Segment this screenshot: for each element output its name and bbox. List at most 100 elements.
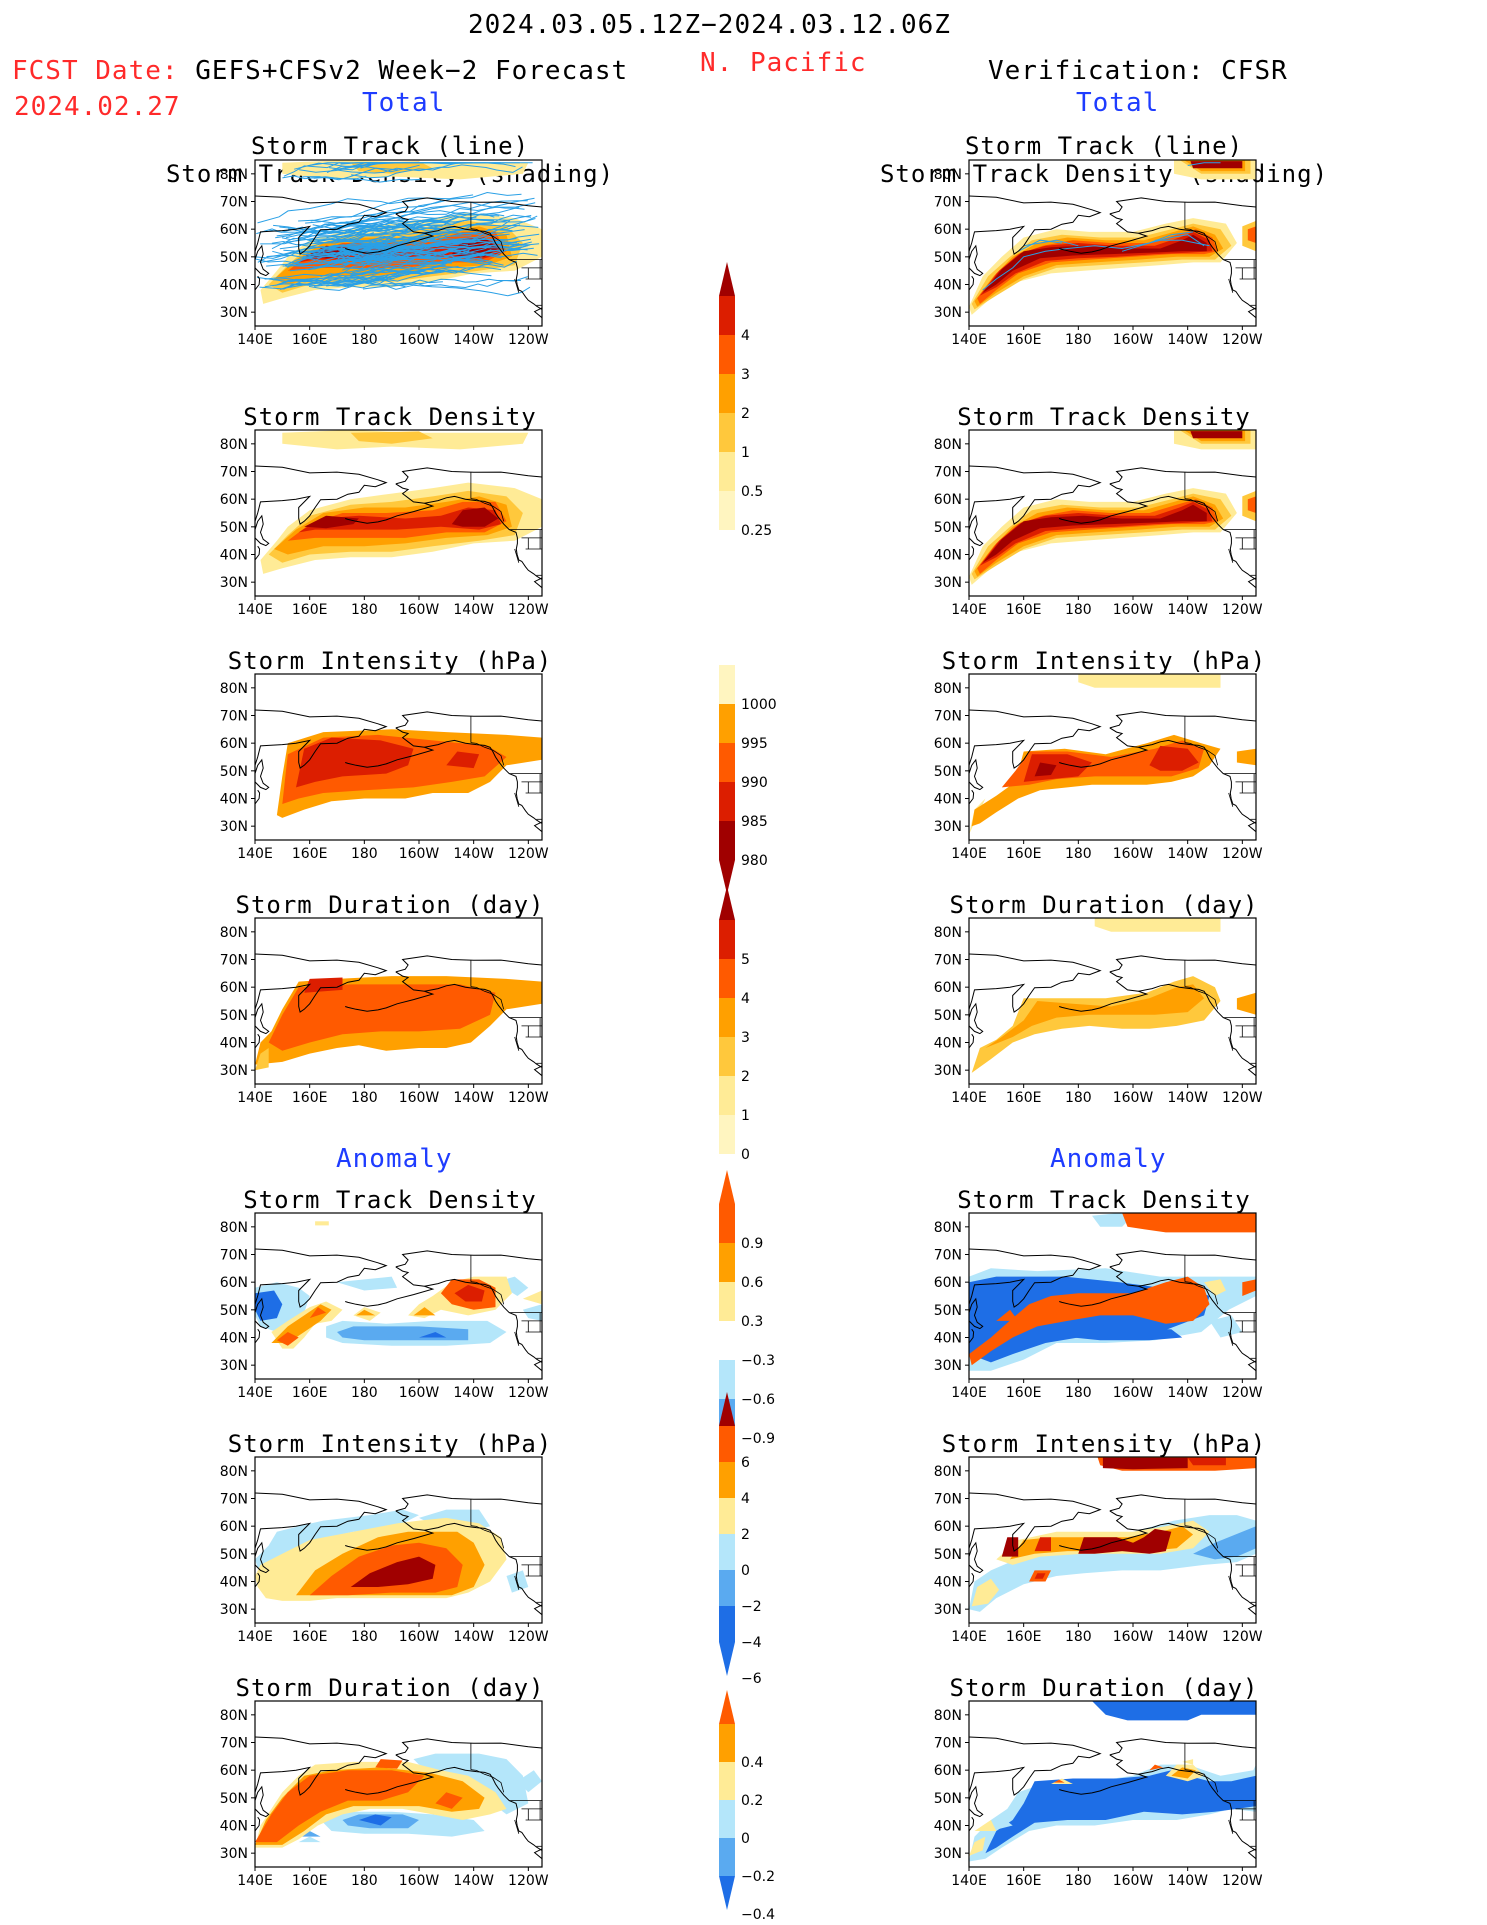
y-tick-label: 30N bbox=[934, 575, 962, 591]
border-line bbox=[470, 1769, 505, 1793]
coastline bbox=[1247, 821, 1256, 833]
storm-track-line bbox=[362, 215, 477, 235]
y-tick-label: 60N bbox=[220, 1763, 248, 1779]
coastline bbox=[1247, 1848, 1256, 1860]
border-line bbox=[1228, 278, 1234, 293]
storm-track-line bbox=[307, 225, 439, 254]
coastline bbox=[255, 1541, 270, 1574]
coastline bbox=[1138, 739, 1256, 824]
colorbar-duration-svg: 5 4 3 2 1 0 bbox=[719, 886, 750, 1163]
x-tick-label: 140W bbox=[453, 332, 494, 348]
verif-anom-density-map-svg: 140E 160E 180 160W 140W 120W 80N 70N 60N 50N 40N 30… bbox=[934, 1212, 1263, 1401]
colorbar-duration-anom-svg: 0.4 0.2 0 −0.2 −0.4 bbox=[719, 1690, 775, 1923]
y-tick-label: 40N bbox=[934, 1819, 962, 1835]
x-tick-label: 140E bbox=[237, 846, 273, 862]
fcst-anom-density-title: Storm Track Density bbox=[243, 1186, 537, 1214]
storm-track-line bbox=[302, 233, 540, 258]
y-tick-label: 70N bbox=[934, 709, 962, 725]
colorbar-arrow-top bbox=[719, 262, 735, 296]
field-shade-red bbox=[298, 507, 501, 533]
y-tick-label: 70N bbox=[934, 465, 962, 481]
y-tick-label: 40N bbox=[934, 1331, 962, 1347]
map-frame bbox=[968, 159, 1257, 327]
colorbar-intensity-svg: 1000 995 990 985 980 bbox=[719, 665, 777, 894]
colorbar-label: 3 bbox=[741, 367, 750, 383]
y-tick-label: 60N bbox=[220, 222, 248, 238]
field-shade-red bbox=[979, 231, 1213, 296]
forecast-period: 2024.03.05.12Z−2024.03.12.06Z bbox=[468, 10, 951, 40]
field-shade-orange_red bbox=[1247, 226, 1256, 243]
storm-track-line bbox=[338, 239, 470, 251]
coastline bbox=[1059, 1754, 1149, 1795]
map-frame bbox=[968, 1212, 1257, 1380]
x-tick-label: 180 bbox=[1065, 602, 1092, 618]
x-tick-label: 160W bbox=[399, 846, 440, 862]
colorbar-label: 5 bbox=[741, 952, 750, 968]
field-shade-pale_yellow bbox=[1182, 1759, 1194, 1765]
field-shade-pale_yellow bbox=[1078, 674, 1221, 688]
fcst-total-intensity-map: 140E 160E 180 160W 140W 120W 80N 70N 60N 50N 40N 30… bbox=[210, 673, 557, 874]
colorbar-swatch bbox=[719, 1800, 735, 1838]
y-tick-label: 60N bbox=[220, 1275, 248, 1291]
y-tick-label: 50N bbox=[220, 1303, 248, 1319]
x-tick-label: 120W bbox=[508, 332, 549, 348]
fcst-anom-intensity-map: 140E 160E 180 160W 140W 120W 80N 70N 60N 50N 40N 30… bbox=[210, 1456, 557, 1657]
colorbar-swatch bbox=[719, 782, 735, 821]
coastline bbox=[1059, 971, 1149, 1012]
coastline bbox=[533, 1604, 542, 1616]
storm-track-line bbox=[1017, 239, 1062, 252]
fcst-total-density-map: 140E 160E 180 160W 140W 120W 80N 70N 60N 50N 40N 30… bbox=[210, 429, 557, 630]
colorbar-swatch bbox=[719, 1570, 735, 1606]
y-tick-label: 60N bbox=[934, 980, 962, 996]
x-tick-label: 160E bbox=[292, 1629, 328, 1645]
storm-track-line bbox=[310, 194, 474, 222]
coastline bbox=[255, 1572, 261, 1588]
y-tick-label: 70N bbox=[220, 195, 248, 211]
coastline bbox=[1059, 1510, 1149, 1551]
storm-track-line bbox=[1023, 239, 1079, 247]
field-shade-light_blue bbox=[298, 1836, 321, 1843]
colorbar-label: 2 bbox=[741, 1527, 750, 1543]
storm-track-line bbox=[266, 262, 392, 267]
verif-anom-density-map: 140E 160E 180 160W 140W 120W 80N 70N 60N 50N 40N 30… bbox=[924, 1212, 1271, 1413]
colorbar-label: 0.6 bbox=[741, 1275, 763, 1291]
coastline bbox=[1247, 1360, 1256, 1372]
x-tick-label: 180 bbox=[351, 1873, 378, 1889]
map-frame bbox=[968, 1700, 1257, 1868]
x-tick-label: 140W bbox=[1167, 1090, 1208, 1106]
coastline bbox=[1138, 225, 1256, 310]
x-tick-label: 180 bbox=[351, 846, 378, 862]
x-tick-label: 160W bbox=[399, 1629, 440, 1645]
colorbar-label: −6 bbox=[741, 1671, 762, 1687]
coastline bbox=[533, 821, 542, 833]
field-shade-orange_red bbox=[276, 1332, 299, 1346]
colorbar-arrow-bottom bbox=[719, 1876, 735, 1910]
x-tick-label: 180 bbox=[1065, 1629, 1092, 1645]
storm-track-line bbox=[330, 249, 492, 276]
fcst-duration-title: Storm Duration (day) bbox=[235, 891, 545, 919]
coastline bbox=[1138, 1278, 1256, 1363]
verif-anomaly-label: Anomaly bbox=[1050, 1144, 1167, 1174]
coastline bbox=[395, 1738, 542, 1756]
field-shade-red bbox=[446, 751, 480, 769]
x-tick-label: 160W bbox=[399, 1385, 440, 1401]
coastline bbox=[395, 197, 542, 215]
colorbar-swatch bbox=[719, 1762, 735, 1800]
colorbar-swatch bbox=[719, 296, 735, 335]
y-tick-label: 50N bbox=[220, 1008, 248, 1024]
verif-anom-duration-map-svg: 140E 160E 180 160W 140W 120W 80N 70N 60N 50N 40N 30… bbox=[934, 1700, 1263, 1889]
verif-anom-intensity-map: 140E 160E 180 160W 140W 120W 80N 70N 60N 50N 40N 30… bbox=[924, 1456, 1271, 1657]
coastline bbox=[969, 1328, 975, 1344]
x-tick-label: 160E bbox=[1006, 846, 1042, 862]
field-shade-orange_red bbox=[268, 984, 496, 1051]
storm-track-line bbox=[351, 162, 520, 179]
y-tick-label: 70N bbox=[934, 1736, 962, 1752]
y-tick-label: 40N bbox=[934, 792, 962, 808]
x-tick-label: 140W bbox=[1167, 846, 1208, 862]
coastline bbox=[345, 971, 435, 1012]
y-tick-label: 60N bbox=[934, 1275, 962, 1291]
fcst-density-title: Storm Track Density bbox=[243, 403, 537, 431]
x-tick-label: 140W bbox=[453, 1873, 494, 1889]
x-tick-label: 120W bbox=[508, 846, 549, 862]
colorbar-swatch bbox=[719, 1724, 735, 1762]
